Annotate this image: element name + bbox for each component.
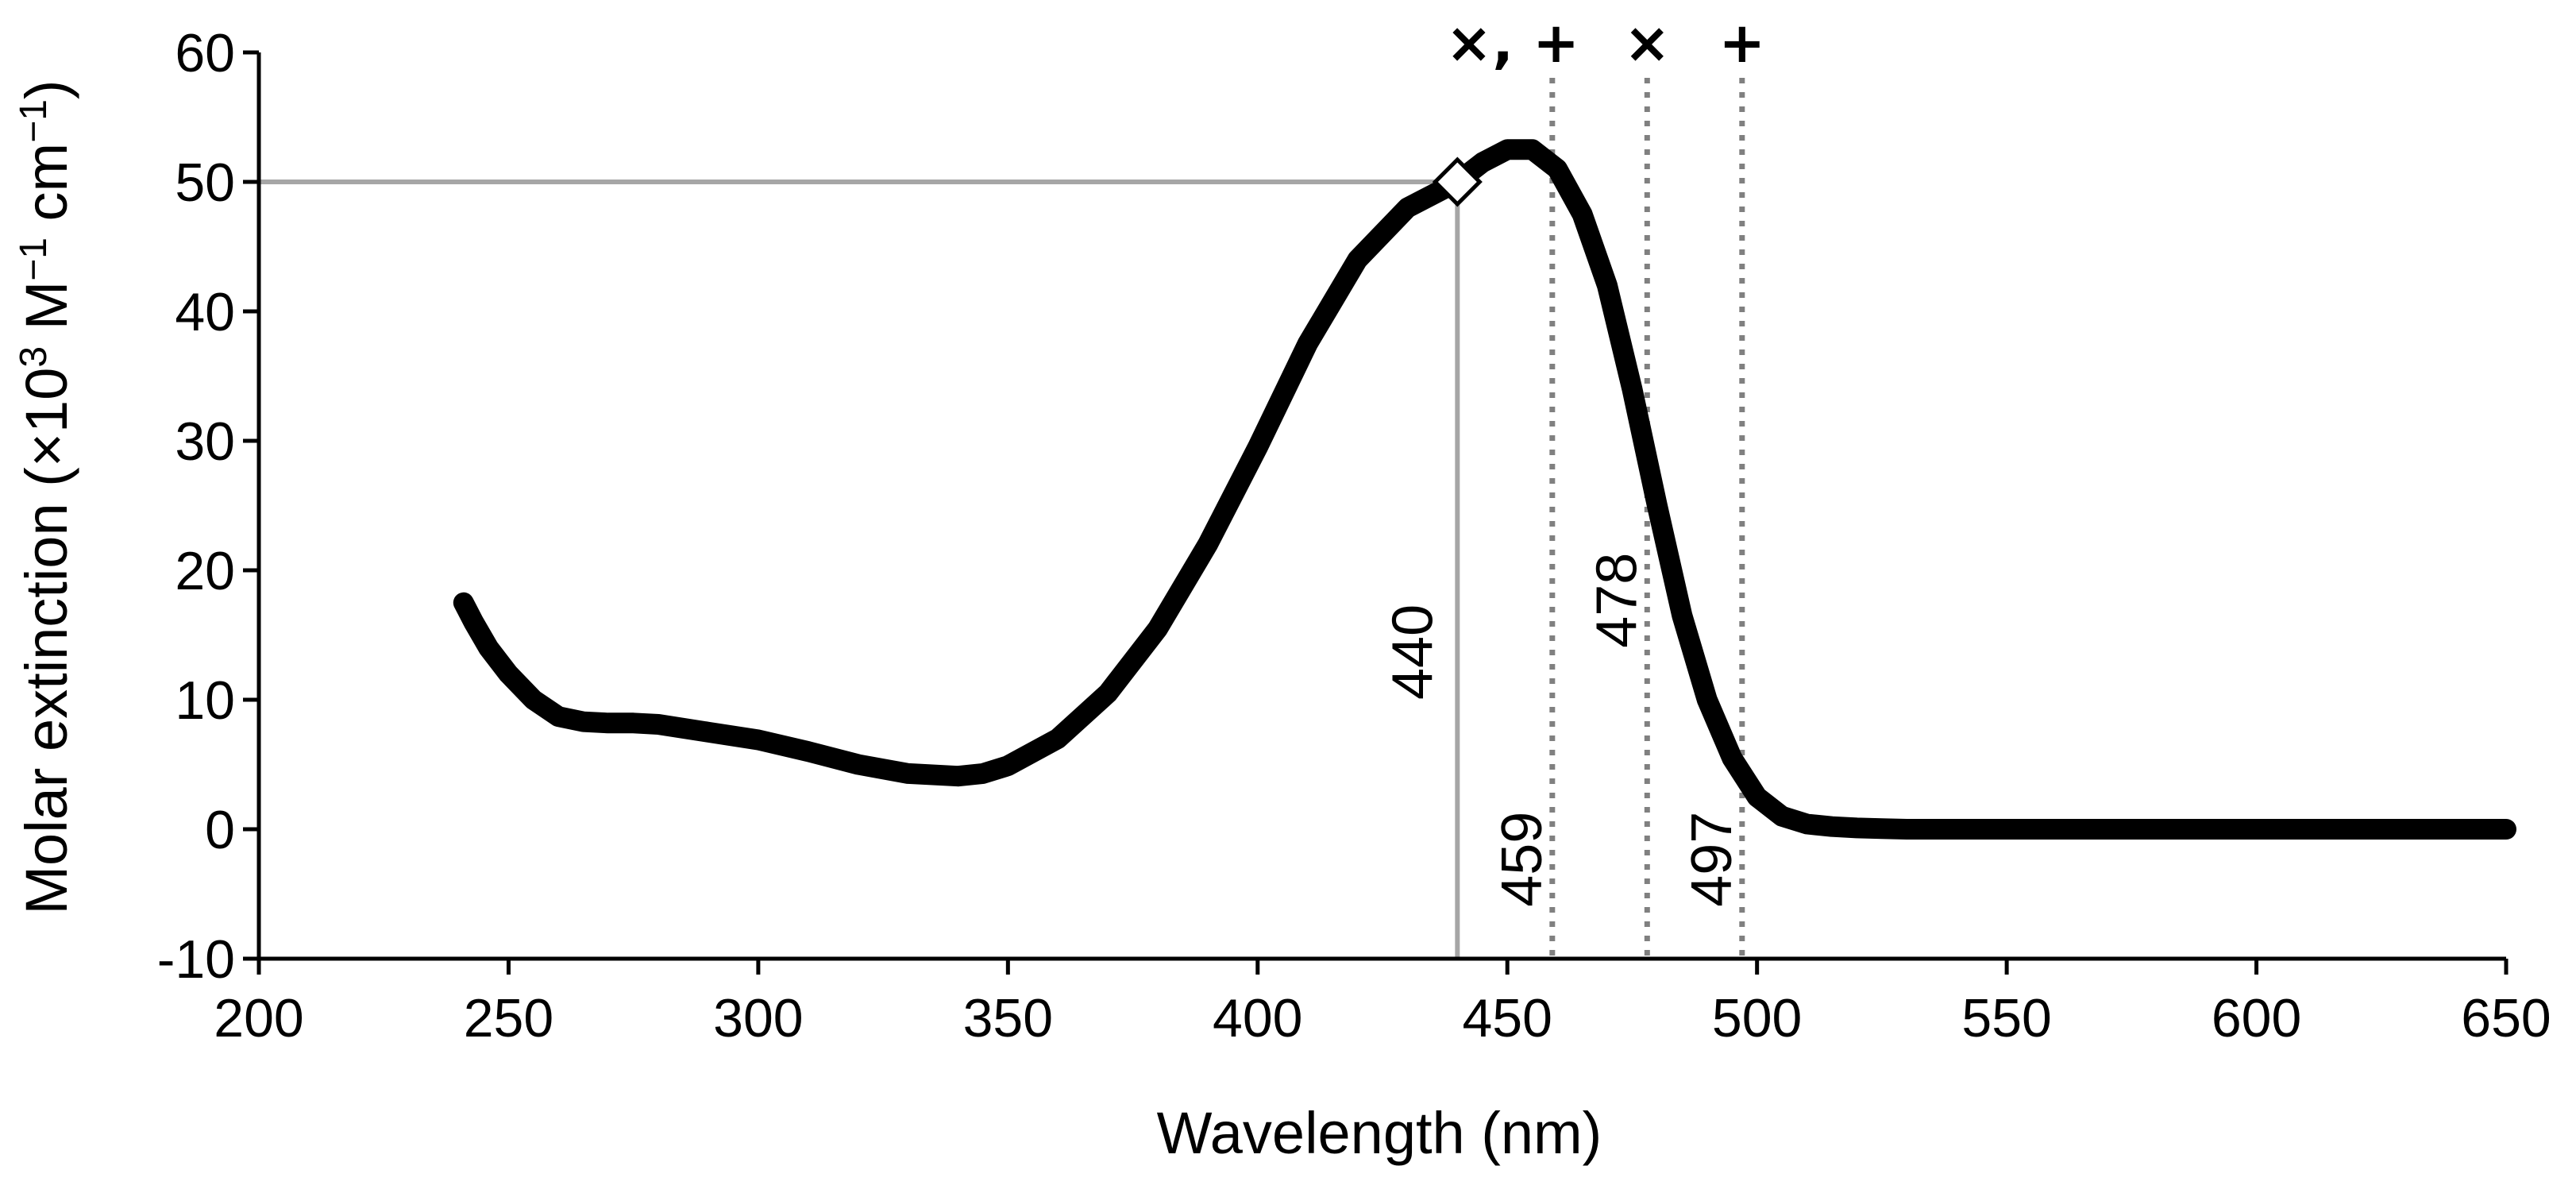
y-axis-title: Molar extinction (×103 M−1 cm−1) xyxy=(13,79,79,914)
y-tick-label: 50 xyxy=(175,153,235,213)
y-tick-label: -10 xyxy=(157,929,235,990)
marker-label-497: 497 xyxy=(1680,812,1744,907)
x-tick-label: 200 xyxy=(214,988,303,1048)
x-tick-label: 650 xyxy=(2461,988,2551,1048)
x-tick-label: 500 xyxy=(1712,988,1802,1048)
y-axis-title-sup: −1 xyxy=(13,99,55,143)
x-tick-label: 400 xyxy=(1213,988,1302,1048)
marker-label-478: 478 xyxy=(1585,553,1649,648)
y-axis-title-sup: −1 xyxy=(13,237,55,281)
y-axis-title-part: M xyxy=(13,281,79,346)
marker-symbol-478: × xyxy=(1624,10,1671,75)
y-tick-label: 0 xyxy=(205,800,235,860)
x-tick-label: 550 xyxy=(1961,988,2051,1048)
annotations: 440 459 ×, + 478 × 497 + xyxy=(1381,10,1765,907)
x-tick-label: 600 xyxy=(2212,988,2301,1048)
x-tick-label: 350 xyxy=(963,988,1053,1048)
y-tick-label: 60 xyxy=(175,23,235,83)
marker-label-459: 459 xyxy=(1490,812,1554,907)
reference-diamond-marker xyxy=(1432,156,1483,207)
marker-symbol-497: + xyxy=(1718,10,1765,75)
reference-lines xyxy=(259,78,1745,959)
x-tick-label: 450 xyxy=(1462,988,1552,1048)
y-axis-title-part: Molar extinction (×10 xyxy=(13,368,79,915)
marker-symbol-459: ×, + xyxy=(1446,10,1579,75)
spectrum-line xyxy=(453,139,2516,840)
axes xyxy=(243,50,2509,975)
data-series xyxy=(453,139,2516,840)
reference-label-440: 440 xyxy=(1381,604,1444,700)
y-tick-label: 30 xyxy=(175,411,235,472)
y-tick-label: 20 xyxy=(175,541,235,601)
x-tick-label: 300 xyxy=(713,988,803,1048)
y-axis-title-part: ) xyxy=(13,79,79,99)
x-axis-title: Wavelength (nm) xyxy=(1157,1100,1602,1166)
y-tick-label: 40 xyxy=(175,282,235,342)
tick-labels: -10 0 10 20 30 40 50 60 200 250 300 350 400 450 500 550… xyxy=(157,23,2551,1048)
y-axis-title-sup: 3 xyxy=(13,346,55,368)
y-axis-title-part: cm xyxy=(13,143,79,237)
x-tick-label: 250 xyxy=(464,988,553,1048)
y-tick-label: 10 xyxy=(175,670,235,731)
